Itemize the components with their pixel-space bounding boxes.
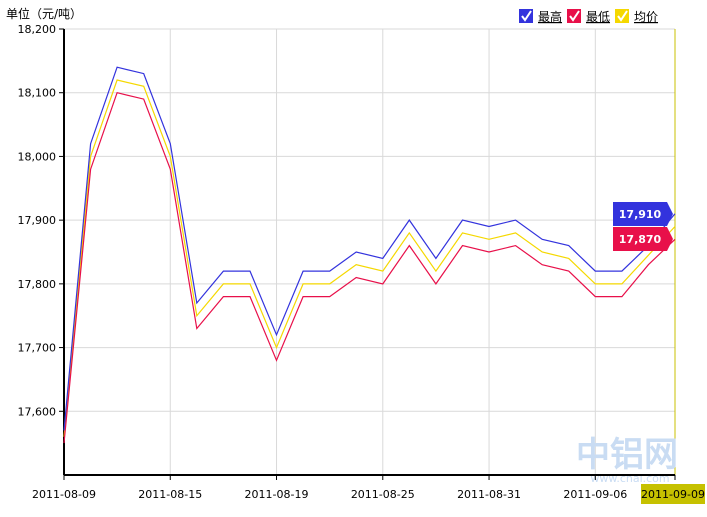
legend-label: 最低 bbox=[586, 10, 610, 24]
check-icon bbox=[569, 10, 580, 22]
y-tick-label: 17,700 bbox=[18, 342, 57, 355]
y-axis-label: 单位（元/吨） bbox=[6, 6, 82, 21]
watermark-url: www.cnal.com bbox=[590, 472, 669, 485]
axes bbox=[59, 28, 676, 480]
legend-label: 最高 bbox=[538, 9, 562, 24]
x-tick-label: 2011-08-09 bbox=[32, 488, 96, 501]
y-tick-labels: 17,600 17,700 17,800 17,900 18,000 18,100 18,2… bbox=[18, 23, 57, 418]
series-line-2 bbox=[63, 79, 676, 437]
value-label-box bbox=[613, 202, 673, 226]
value-labels: 17,910 17,870 bbox=[613, 202, 673, 251]
series-line-1 bbox=[63, 91, 676, 444]
legend-item: 最高 bbox=[519, 9, 562, 24]
x-tick-labels: 2011-08-09 2011-08-15 2011-08-19 2011-08-25… bbox=[32, 484, 705, 504]
check-icon bbox=[617, 10, 628, 22]
y-tick-label: 18,000 bbox=[18, 150, 57, 163]
x-tick-label: 2011-09-09 bbox=[641, 488, 705, 501]
x-tick-label: 2011-08-19 bbox=[245, 488, 309, 501]
x-tick-label: 2011-08-25 bbox=[351, 488, 415, 501]
series-line-0 bbox=[63, 66, 676, 431]
check-icon bbox=[521, 10, 532, 22]
legend-item: 均价 bbox=[615, 9, 658, 24]
grid bbox=[64, 28, 676, 475]
value-label-box bbox=[613, 227, 673, 251]
legend-label: 均价 bbox=[634, 10, 658, 24]
y-tick-label: 17,800 bbox=[18, 278, 57, 291]
x-tick-label: 2011-08-15 bbox=[138, 488, 202, 501]
x-tick-label: 2011-08-31 bbox=[457, 488, 521, 501]
series-lines bbox=[63, 66, 676, 444]
y-tick-label: 17,900 bbox=[18, 214, 57, 227]
legend: 最高 最低 均价 bbox=[519, 9, 658, 24]
value-label-text: 17,910 bbox=[619, 208, 662, 221]
legend-item: 最低 bbox=[567, 9, 610, 24]
y-tick-label: 18,200 bbox=[18, 23, 57, 36]
y-tick-label: 17,600 bbox=[18, 405, 57, 418]
watermark-logo-text: 中铝网 bbox=[576, 435, 678, 475]
value-label-text: 17,870 bbox=[619, 233, 662, 246]
x-highlight-box bbox=[641, 484, 705, 504]
x-tick-label: 2011-09-06 bbox=[563, 488, 627, 501]
y-tick-label: 18,100 bbox=[18, 87, 57, 100]
